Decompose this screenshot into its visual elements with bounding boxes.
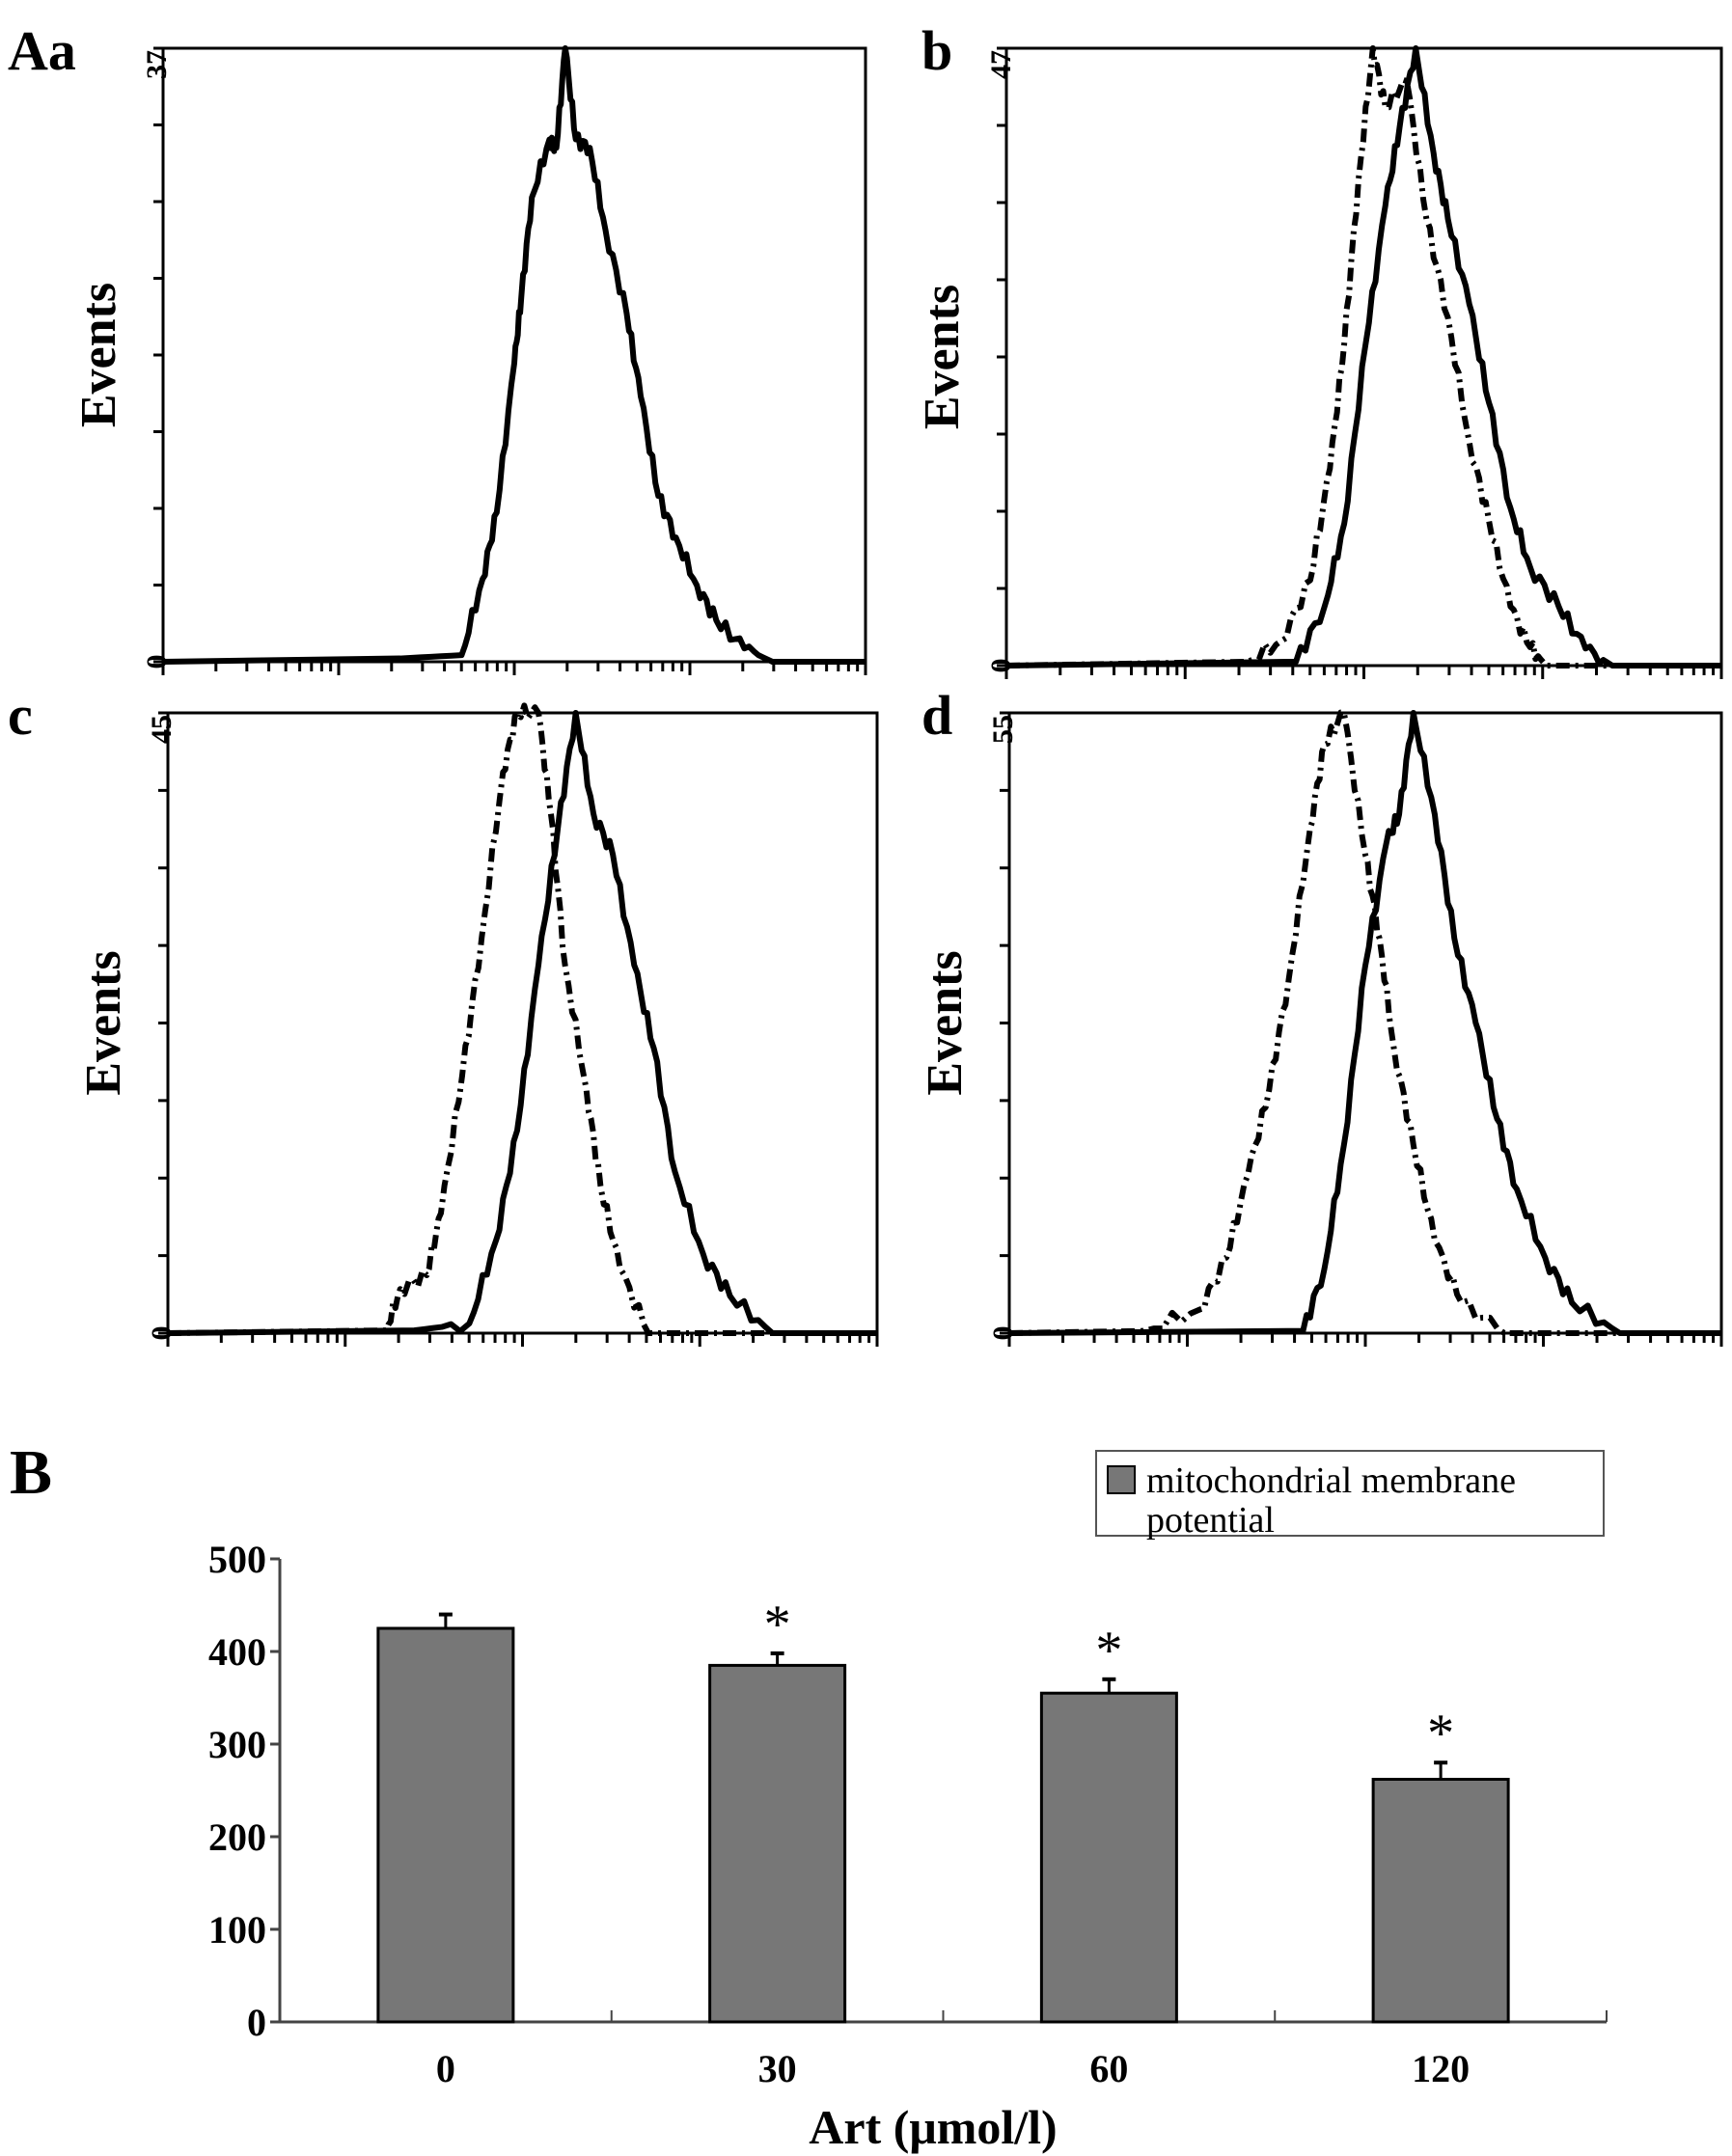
x-tick-label: 0 — [436, 2047, 455, 2090]
histogram-panel-c: c 45 0 Events — [8, 684, 879, 1347]
y-tick-label: 100 — [208, 1908, 266, 1951]
x-axis-title: Art (μmol/l) — [809, 2100, 1057, 2154]
y-tick-label: 300 — [208, 1723, 266, 1766]
legend: mitochondrial membrane potential — [1095, 1450, 1605, 1541]
bar-30 — [708, 1663, 847, 2024]
histogram-line-treated — [1005, 45, 1721, 669]
panel-label: d — [921, 684, 952, 747]
y-max-label: 37 — [141, 50, 173, 79]
legend-box — [1095, 1450, 1605, 1537]
plot-frame — [166, 711, 879, 1335]
x-tick-label: 120 — [1412, 2047, 1470, 2090]
y-min-label: 0 — [985, 659, 1017, 673]
y-tick-label: 0 — [247, 2001, 266, 2044]
x-tick-label: 60 — [1089, 2047, 1128, 2090]
significance-marker: * — [1427, 1704, 1454, 1763]
histogram-panels: Aa 37 0 Events b 47 0 Events c 45 0 Events d 55 0 Event… — [8, 19, 1723, 1347]
y-min-label: 0 — [146, 1326, 178, 1341]
bar-0 — [376, 1626, 515, 2024]
legend-swatch — [1107, 1465, 1136, 1494]
panel-label: c — [8, 684, 33, 747]
histogram-line-control — [167, 710, 877, 1336]
histogram-panel-d: d 55 0 Events — [918, 684, 1723, 1347]
histogram-line-control — [162, 45, 866, 665]
bar-chart-panel: B mitochondrial membrane potential Art (… — [10, 1437, 1608, 2154]
panel-label: Aa — [8, 19, 76, 82]
panel-label-B: B — [10, 1437, 52, 1508]
y-axis-title: Events — [76, 950, 131, 1095]
y-tick-label: 400 — [208, 1630, 266, 1674]
significance-marker: * — [1095, 1621, 1122, 1680]
histogram-line-treated — [167, 702, 877, 1336]
y-tick-label: 200 — [208, 1815, 266, 1859]
y-axis-title: Events — [71, 283, 126, 427]
histogram-panel-b: b 47 0 Events — [915, 19, 1723, 679]
panel-label: b — [921, 19, 952, 82]
histogram-line-control — [1005, 45, 1721, 669]
histogram-line-treated — [1008, 709, 1721, 1336]
significance-marker: * — [764, 1595, 791, 1654]
y-min-label: 0 — [141, 655, 173, 669]
histogram-panel-aa: Aa 37 0 Events — [8, 19, 867, 675]
y-axis-title: Events — [918, 950, 973, 1095]
y-max-label: 47 — [985, 50, 1017, 79]
bar-120 — [1371, 1777, 1510, 2024]
histogram-line-control — [1008, 710, 1721, 1336]
plot-frame — [1007, 711, 1723, 1335]
legend-label-line2: potential — [1146, 1500, 1275, 1541]
x-tick-label: 30 — [758, 2047, 797, 2090]
y-tick-label: 500 — [208, 1538, 266, 1581]
bar-60 — [1039, 1691, 1178, 2024]
y-max-label: 45 — [146, 715, 178, 744]
y-max-label: 55 — [987, 715, 1019, 744]
y-axis-title: Events — [915, 285, 970, 429]
legend-label-line1: mitochondrial membrane — [1146, 1460, 1516, 1501]
y-min-label: 0 — [987, 1326, 1019, 1341]
